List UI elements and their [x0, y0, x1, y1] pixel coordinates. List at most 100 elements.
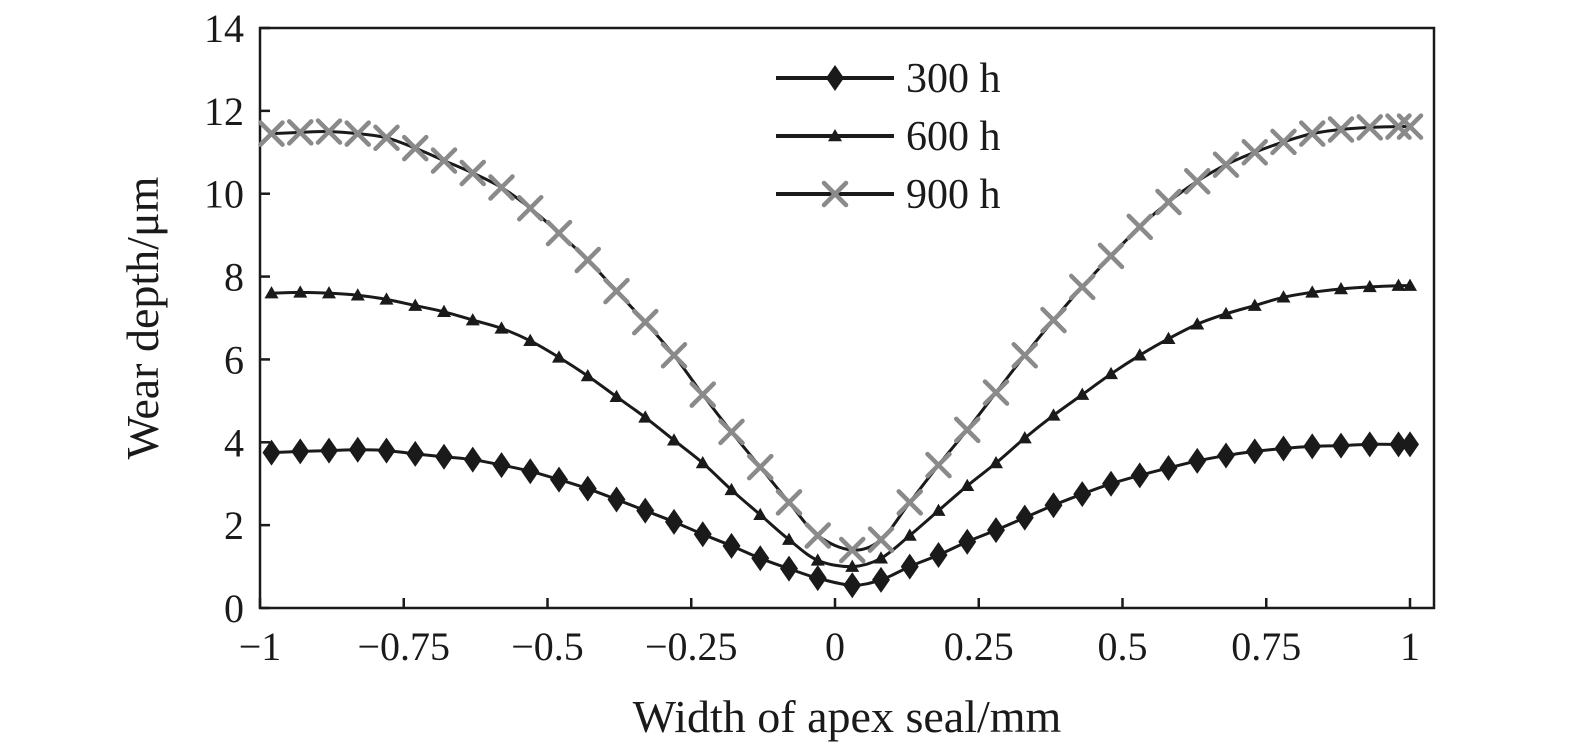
data-point	[1396, 113, 1424, 140]
data-point	[1276, 290, 1291, 303]
x-tick-label: −1	[239, 624, 282, 669]
data-point	[1184, 168, 1211, 195]
data-point	[874, 551, 888, 564]
data-point	[1389, 431, 1408, 458]
legend-label: 300 h	[906, 56, 1001, 102]
data-point	[1356, 114, 1383, 141]
data-point	[1360, 431, 1379, 458]
y-tick-label: 0	[224, 586, 244, 631]
data-point	[1011, 342, 1038, 369]
data-point	[900, 553, 919, 580]
data-point	[463, 446, 482, 473]
x-tick-label: 1	[1400, 624, 1420, 669]
data-point	[925, 451, 952, 479]
data-point	[523, 333, 538, 347]
data-point	[545, 219, 573, 247]
data-point	[552, 350, 566, 363]
y-tick-label: 4	[224, 420, 244, 465]
data-point	[492, 452, 511, 479]
data-point	[1130, 462, 1149, 489]
data-point	[689, 381, 716, 408]
legend-item: 900 h	[776, 172, 1001, 218]
y-tick-label: 10	[204, 172, 244, 217]
data-point	[1403, 278, 1417, 291]
legend-swatch-marker	[821, 180, 849, 208]
data-point	[322, 286, 336, 299]
x-tick-label: −0.5	[511, 624, 584, 669]
data-point	[430, 147, 458, 174]
data-point	[751, 545, 770, 572]
data-point	[406, 440, 425, 467]
data-point	[722, 532, 741, 559]
data-point	[902, 528, 917, 541]
data-point	[550, 466, 568, 493]
data-point	[632, 308, 659, 336]
legend-swatch-marker	[826, 65, 844, 91]
data-point	[1044, 492, 1063, 519]
data-point	[344, 120, 371, 147]
data-point	[804, 522, 831, 549]
data-point	[780, 555, 798, 582]
data-point	[262, 439, 281, 466]
data-point	[1069, 273, 1096, 301]
data-point	[488, 174, 515, 201]
data-point	[845, 559, 860, 572]
data-point	[609, 389, 624, 402]
data-point	[1155, 188, 1182, 216]
data-point	[718, 418, 745, 446]
data-point	[808, 565, 827, 592]
data-point	[379, 292, 394, 305]
legend-item: 600 h	[776, 114, 1001, 160]
data-point	[350, 288, 365, 301]
data-point	[348, 436, 367, 463]
x-tick-label: 0.5	[1098, 624, 1148, 669]
data-point	[1046, 408, 1061, 421]
data-point	[603, 277, 630, 305]
legend-swatch-marker	[828, 129, 842, 142]
data-point	[517, 194, 544, 222]
data-point	[1017, 431, 1032, 444]
data-point	[1159, 454, 1178, 481]
data-point	[1132, 348, 1147, 361]
data-point	[775, 489, 803, 516]
data-point	[1241, 139, 1268, 166]
data-point	[989, 456, 1003, 469]
data-point	[1247, 298, 1262, 311]
data-point	[867, 526, 895, 553]
data-point	[459, 159, 486, 187]
data-point	[1303, 433, 1322, 460]
data-point	[291, 438, 310, 465]
data-point	[1073, 481, 1092, 508]
data-point	[960, 478, 975, 492]
data-point	[872, 566, 890, 593]
data-point	[747, 453, 774, 481]
data-point	[987, 517, 1005, 544]
data-point	[1327, 116, 1355, 143]
y-axis: 0 2 4 6 8 10 12 14	[204, 6, 270, 631]
plot-frame	[258, 26, 1436, 610]
data-point	[574, 246, 601, 274]
x-axis: −1 −0.75 −0.5 −0.25 0 0.25 0.5 0.75 1	[239, 598, 1420, 669]
data-point	[264, 286, 279, 299]
data-point	[954, 416, 981, 444]
data-point	[1299, 120, 1326, 147]
series-600-h	[264, 278, 1417, 572]
data-point	[929, 541, 948, 568]
data-point	[1097, 242, 1125, 270]
data-point	[1190, 317, 1205, 330]
data-point	[724, 482, 739, 496]
data-point	[982, 379, 1010, 406]
data-point	[1212, 151, 1240, 178]
data-point	[782, 532, 796, 545]
data-point	[1270, 128, 1297, 156]
data-point	[753, 507, 768, 521]
x-axis-title: Width of apex seal/mm	[633, 691, 1062, 742]
data-point	[1188, 447, 1207, 474]
data-point	[1075, 387, 1090, 400]
data-point	[660, 342, 688, 369]
data-point	[437, 304, 451, 318]
data-point	[578, 475, 597, 502]
data-point	[1274, 435, 1293, 462]
data-point	[958, 528, 977, 555]
